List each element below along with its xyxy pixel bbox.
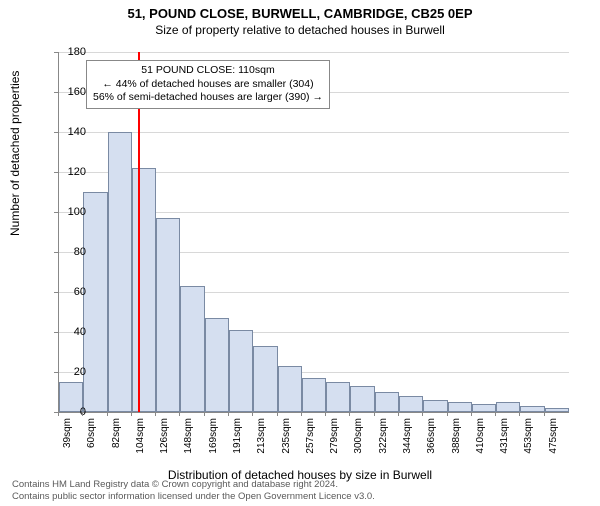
x-tick-label: 169sqm (208, 418, 219, 462)
y-tick-label: 140 (68, 126, 86, 138)
footnote: Contains HM Land Registry data © Crown c… (12, 479, 375, 502)
histogram-bar (350, 386, 374, 412)
y-tick-label: 80 (74, 246, 86, 258)
x-tick-label: 82sqm (111, 418, 122, 462)
annotation-box: 51 POUND CLOSE: 110sqm ← 44% of detached… (86, 60, 330, 109)
x-tick-mark (325, 412, 326, 416)
x-tick-mark (301, 412, 302, 416)
x-tick-label: 213sqm (256, 418, 267, 462)
y-tick-label: 160 (68, 86, 86, 98)
histogram-bar (83, 192, 107, 412)
histogram-bar (302, 378, 326, 412)
histogram-bar (326, 382, 350, 412)
gridline (59, 132, 569, 133)
x-tick-label: 366sqm (426, 418, 437, 462)
y-tick-mark (54, 132, 58, 133)
x-tick-mark (179, 412, 180, 416)
x-tick-mark (471, 412, 472, 416)
x-tick-mark (252, 412, 253, 416)
x-tick-label: 126sqm (159, 418, 170, 462)
histogram-bar (375, 392, 399, 412)
y-tick-label: 100 (68, 206, 86, 218)
x-tick-mark (204, 412, 205, 416)
x-tick-label: 300sqm (353, 418, 364, 462)
histogram-bar (496, 402, 520, 412)
x-tick-label: 410sqm (475, 418, 486, 462)
x-tick-mark (398, 412, 399, 416)
gridline (59, 52, 569, 53)
x-tick-mark (82, 412, 83, 416)
histogram-bar (108, 132, 132, 412)
x-tick-label: 279sqm (329, 418, 340, 462)
x-tick-mark (349, 412, 350, 416)
subtitle: Size of property relative to detached ho… (0, 23, 600, 37)
y-axis-label: Number of detached properties (8, 71, 22, 236)
x-tick-mark (447, 412, 448, 416)
x-tick-mark (495, 412, 496, 416)
x-tick-mark (107, 412, 108, 416)
annotation-line2: ← 44% of detached houses are smaller (30… (93, 78, 323, 92)
histogram-bar (253, 346, 277, 412)
x-tick-mark (58, 412, 59, 416)
x-tick-label: 344sqm (402, 418, 413, 462)
annotation-line3: 56% of semi-detached houses are larger (… (93, 91, 323, 105)
histogram-bar (423, 400, 447, 412)
y-tick-label: 40 (74, 326, 86, 338)
annotation-line1: 51 POUND CLOSE: 110sqm (93, 64, 323, 78)
histogram-bar (132, 168, 156, 412)
y-tick-mark (54, 292, 58, 293)
histogram-bar (156, 218, 180, 412)
x-tick-label: 60sqm (86, 418, 97, 462)
histogram-bar (278, 366, 302, 412)
y-tick-mark (54, 92, 58, 93)
x-tick-mark (374, 412, 375, 416)
x-tick-mark (155, 412, 156, 416)
x-tick-label: 257sqm (305, 418, 316, 462)
histogram-bar (205, 318, 229, 412)
x-tick-label: 39sqm (62, 418, 73, 462)
x-tick-label: 453sqm (523, 418, 534, 462)
y-tick-label: 20 (74, 366, 86, 378)
y-tick-mark (54, 372, 58, 373)
x-tick-label: 431sqm (499, 418, 510, 462)
footnote-line2: Contains public sector information licen… (12, 491, 375, 502)
x-tick-mark (277, 412, 278, 416)
y-tick-mark (54, 332, 58, 333)
y-tick-mark (54, 252, 58, 253)
x-tick-mark (544, 412, 545, 416)
x-tick-mark (519, 412, 520, 416)
x-tick-label: 388sqm (451, 418, 462, 462)
histogram-bar (399, 396, 423, 412)
x-tick-label: 148sqm (183, 418, 194, 462)
footnote-line1: Contains HM Land Registry data © Crown c… (12, 479, 375, 490)
x-tick-mark (228, 412, 229, 416)
y-tick-label: 120 (68, 166, 86, 178)
histogram-bar (472, 404, 496, 412)
y-tick-mark (54, 52, 58, 53)
x-tick-label: 235sqm (281, 418, 292, 462)
y-tick-label: 60 (74, 286, 86, 298)
y-tick-mark (54, 172, 58, 173)
y-tick-label: 180 (68, 46, 86, 58)
x-tick-label: 191sqm (232, 418, 243, 462)
x-tick-mark (422, 412, 423, 416)
x-tick-mark (131, 412, 132, 416)
histogram-bar (448, 402, 472, 412)
histogram-bar (520, 406, 544, 412)
histogram-bar (229, 330, 253, 412)
page-title: 51, POUND CLOSE, BURWELL, CAMBRIDGE, CB2… (0, 6, 600, 21)
x-tick-label: 475sqm (548, 418, 559, 462)
histogram-bar (545, 408, 569, 412)
x-tick-label: 322sqm (378, 418, 389, 462)
x-tick-label: 104sqm (135, 418, 146, 462)
y-tick-mark (54, 212, 58, 213)
histogram-bar (180, 286, 204, 412)
